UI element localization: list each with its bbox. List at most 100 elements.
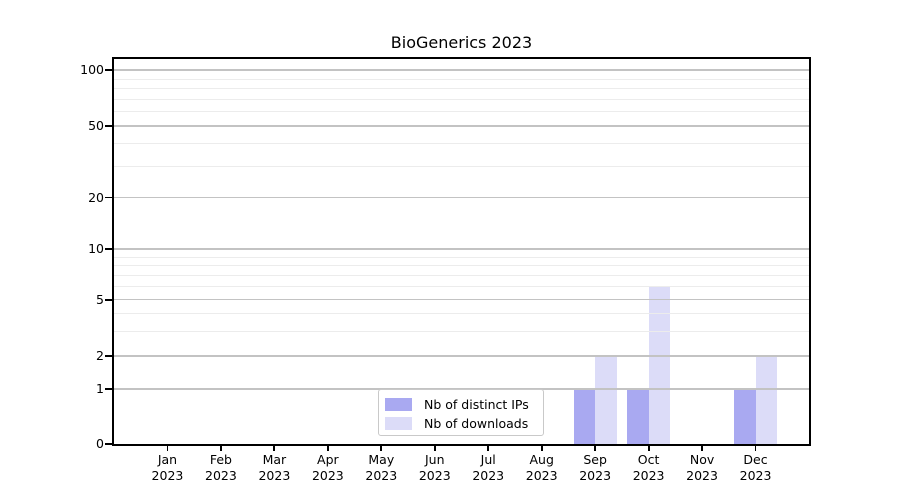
y-tick-label-5: 5 bbox=[96, 291, 104, 307]
legend-label-downloads: Nb of downloads bbox=[424, 416, 529, 431]
y-major-gridline-20 bbox=[114, 196, 809, 199]
legend-swatch-distinct-ips-icon bbox=[385, 398, 412, 411]
y-tick-mark-5 bbox=[105, 298, 112, 301]
y-tick-mark-20 bbox=[105, 196, 112, 199]
x-tick-mark-jul bbox=[487, 446, 490, 451]
y-minor-gridline-40 bbox=[114, 143, 809, 145]
y-minor-gridline-80 bbox=[114, 88, 809, 90]
x-tick-mark-dec bbox=[754, 446, 757, 451]
y-tick-label-2: 2 bbox=[96, 347, 104, 363]
y-tick-mark-10 bbox=[105, 248, 112, 251]
x-tick-label-jan: Jan 2023 bbox=[135, 452, 199, 484]
x-tick-label-jun: Jun 2023 bbox=[403, 452, 467, 484]
y-major-gridline-1 bbox=[114, 388, 809, 390]
x-tick-mark-nov bbox=[701, 446, 703, 451]
y-tick-mark-1 bbox=[105, 388, 112, 390]
y-major-gridline-5 bbox=[114, 298, 809, 301]
legend-item-downloads: Nb of downloads bbox=[379, 414, 543, 433]
x-tick-mark-apr bbox=[326, 446, 329, 451]
y-tick-label-100: 100 bbox=[80, 62, 104, 78]
x-tick-year: 2023 bbox=[418, 468, 451, 483]
legend-label-distinct-ips: Nb of distinct IPs bbox=[424, 397, 529, 412]
y-tick-mark-50 bbox=[105, 125, 112, 127]
x-tick-label-jul: Jul 2023 bbox=[456, 452, 520, 484]
y-tick-label-1: 1 bbox=[96, 380, 104, 396]
x-tick-label-may: May 2023 bbox=[349, 452, 413, 484]
x-tick-month: Jun bbox=[425, 452, 445, 467]
x-tick-label-mar: Mar 2023 bbox=[242, 452, 306, 484]
x-tick-month: Jul bbox=[480, 452, 496, 467]
x-tick-label-sep: Sep 2023 bbox=[563, 452, 627, 484]
y-minor-gridline-3 bbox=[114, 330, 809, 332]
x-tick-mark-jun bbox=[433, 446, 436, 451]
x-tick-month: Apr bbox=[317, 452, 339, 467]
x-tick-label-dec: Dec 2023 bbox=[724, 452, 788, 484]
y-tick-mark-100 bbox=[105, 69, 112, 72]
x-tick-year: 2023 bbox=[311, 468, 344, 483]
x-tick-month: Aug bbox=[529, 452, 554, 467]
bar-downloads-dec bbox=[755, 355, 777, 444]
y-minor-gridline-60 bbox=[114, 111, 809, 113]
x-tick-year: 2023 bbox=[365, 468, 398, 483]
x-tick-mark-aug bbox=[540, 446, 543, 451]
y-tick-mark-0 bbox=[105, 443, 112, 445]
legend-swatch-downloads-icon bbox=[385, 417, 412, 430]
x-tick-month: Jan bbox=[157, 452, 178, 467]
y-minor-gridline-8 bbox=[114, 265, 809, 267]
x-tick-year: 2023 bbox=[258, 468, 291, 483]
x-tick-mark-mar bbox=[273, 446, 276, 451]
plot-inner: Nb of distinct IPs Nb of downloads bbox=[114, 59, 809, 444]
legend-item-distinct-ips: Nb of distinct IPs bbox=[379, 395, 543, 414]
y-minor-gridline-6 bbox=[114, 286, 809, 288]
x-tick-label-nov: Nov 2023 bbox=[670, 452, 734, 484]
y-tick-label-0: 0 bbox=[96, 436, 104, 451]
y-minor-gridline-90 bbox=[114, 78, 809, 80]
y-tick-mark-2 bbox=[105, 354, 112, 357]
x-tick-year: 2023 bbox=[686, 468, 718, 483]
x-tick-label-apr: Apr 2023 bbox=[296, 452, 360, 484]
x-tick-month: Dec bbox=[743, 452, 768, 467]
x-tick-mark-oct bbox=[647, 446, 650, 451]
x-tick-mark-jan bbox=[166, 446, 169, 451]
y-tick-label-10: 10 bbox=[88, 241, 104, 257]
x-tick-month: Oct bbox=[637, 452, 660, 467]
x-tick-mark-may bbox=[380, 446, 383, 451]
y-minor-gridline-30 bbox=[114, 165, 809, 167]
bar-downloads-sep bbox=[595, 355, 617, 444]
plot-area: Nb of distinct IPs Nb of downloads bbox=[112, 57, 811, 446]
y-minor-gridline-7 bbox=[114, 275, 809, 277]
x-tick-year: 2023 bbox=[739, 468, 772, 483]
x-tick-month: Mar bbox=[262, 452, 287, 467]
x-tick-month: Nov bbox=[689, 452, 715, 467]
x-tick-year: 2023 bbox=[151, 468, 184, 483]
x-tick-year: 2023 bbox=[632, 468, 665, 483]
bar-distinct-ips-sep bbox=[573, 388, 596, 444]
y-minor-gridline-4 bbox=[114, 313, 809, 315]
x-tick-year: 2023 bbox=[525, 468, 558, 483]
y-major-gridline-10 bbox=[114, 248, 809, 250]
x-tick-label-oct: Oct 2023 bbox=[617, 452, 681, 484]
chart-title: BioGenerics 2023 bbox=[390, 33, 533, 52]
x-tick-year: 2023 bbox=[579, 468, 612, 483]
x-tick-label-aug: Aug 2023 bbox=[510, 452, 574, 484]
x-tick-month: Feb bbox=[209, 452, 232, 467]
x-tick-month: Sep bbox=[583, 452, 607, 467]
x-tick-year: 2023 bbox=[205, 468, 237, 483]
bar-distinct-ips-oct bbox=[627, 388, 649, 444]
legend: Nb of distinct IPs Nb of downloads bbox=[378, 389, 544, 436]
x-tick-label-feb: Feb 2023 bbox=[189, 452, 253, 484]
y-major-gridline-50 bbox=[114, 125, 809, 127]
x-tick-mark-sep bbox=[594, 446, 597, 451]
y-major-gridline-2 bbox=[114, 355, 809, 357]
bar-distinct-ips-dec bbox=[734, 388, 756, 444]
x-tick-month: May bbox=[368, 452, 395, 467]
x-tick-year: 2023 bbox=[472, 468, 505, 483]
x-tick-mark-feb bbox=[220, 446, 222, 451]
y-tick-label-50: 50 bbox=[88, 117, 104, 133]
bar-downloads-oct bbox=[648, 286, 670, 444]
y-tick-label-20: 20 bbox=[88, 189, 104, 205]
y-minor-gridline-9 bbox=[114, 256, 809, 258]
y-minor-gridline-70 bbox=[114, 98, 809, 100]
y-major-gridline-100 bbox=[114, 69, 809, 71]
